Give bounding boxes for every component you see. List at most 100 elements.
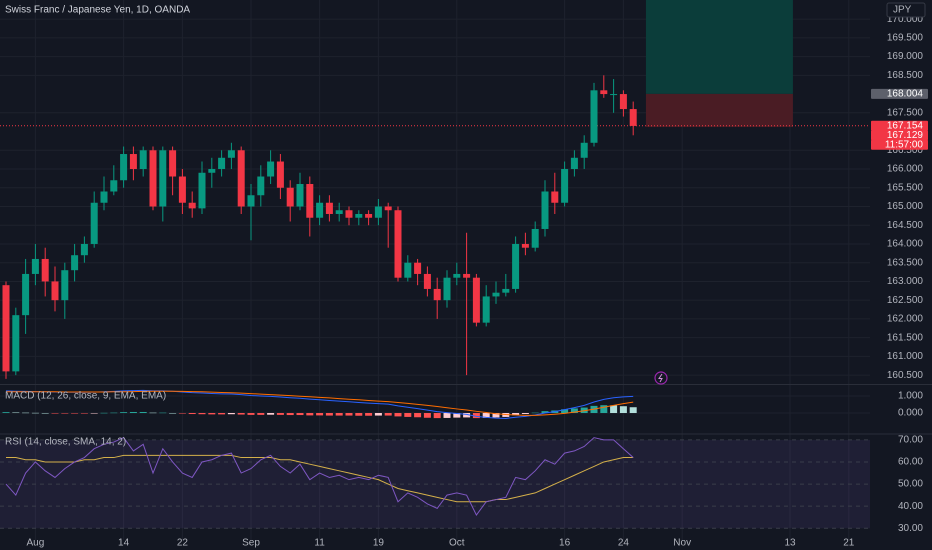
x-tick-label: Sep [242,538,260,549]
x-tick-label: 11 [314,538,325,549]
x-tick-label: Oct [449,538,465,549]
candle-body [286,187,294,207]
histogram-bar [355,413,363,416]
candle-body [110,180,118,192]
y-tick-label: 162.000 [887,314,924,325]
y-tick-label: 169.500 [887,32,924,43]
candle-body [198,172,206,209]
histogram-bar [570,408,578,414]
x-tick-label: 21 [843,538,855,549]
y-tick-label: 166.500 [887,145,924,156]
histogram-bar [257,413,265,415]
candle-body [296,184,304,207]
histogram-bar [512,413,520,416]
histogram-bar [276,413,284,415]
histogram-bar [31,412,39,414]
histogram-bar [463,413,471,418]
candle-body [463,273,471,278]
rsi-line [5,437,634,516]
candle-body [80,243,88,256]
candle-body [139,150,147,170]
countdown-box [871,139,928,150]
candle-body [414,262,422,274]
y-tick-label: 166.000 [887,164,924,175]
candle-body [365,213,373,218]
price-label-box [871,130,928,141]
candle-body [521,243,529,248]
currency-label: JPY [893,5,912,16]
x-tick-label: Aug [27,538,45,549]
candle-body [600,90,608,95]
histogram-bar [374,413,382,416]
candle-body [100,191,108,203]
histogram-bar [237,413,245,415]
histogram-bar [531,412,539,414]
y-tick-label: 50.00 [898,479,923,490]
histogram-bar [218,413,226,415]
macd [2,389,637,419]
x-tick-label: 19 [373,538,385,549]
histogram-bar [453,413,461,418]
candle-body [619,94,627,110]
position-loss [645,93,793,128]
candle-body [502,288,510,293]
candle-body [149,150,157,207]
ma-line [6,454,634,503]
chart-title: Swiss Franc / Japanese Yen, 1D, OANDA [5,5,190,16]
candle-body [31,258,39,274]
histogram-bar [110,412,118,414]
x-tick-label: 14 [118,538,130,549]
currency-button[interactable] [886,2,926,18]
histogram-bar [541,411,549,414]
histogram-bar [335,413,343,416]
y-tick-label: 168.500 [887,70,924,81]
histogram-bar [423,413,431,418]
y-tick-label: 40.00 [898,501,923,512]
candle-body [374,206,382,218]
y-tick-label: 165.000 [887,201,924,212]
candle-body [120,154,128,181]
histogram-bar [325,413,333,416]
candle-body [453,273,461,278]
histogram-bar [120,412,128,414]
candles [0,0,870,379]
histogram-bar [433,413,441,419]
histogram-bar [521,413,529,415]
y-tick-label: 165.500 [887,182,924,193]
candle-body [12,315,20,372]
candle-body [325,202,333,214]
event-icon [654,371,668,385]
histogram-bar [90,413,98,414]
y-tick-label: 70.00 [898,435,923,446]
candle-body [41,258,49,282]
histogram-bar [2,412,10,414]
x-tick-label: 13 [784,538,796,549]
candle-body [492,292,500,297]
candle-body [276,161,284,188]
candle-body [178,176,186,203]
x-tick-label: 22 [177,538,189,549]
price-label: 167.154 [887,120,924,131]
candle-body [580,142,588,158]
y-tick-label: 0.000 [898,408,923,419]
x-tick-label: 24 [618,538,630,549]
pane-title: RSI (14, close, SMA, 14, 2) [5,437,126,448]
candle-body [71,255,79,271]
candle-body [482,296,490,323]
y-tick-label: 167.500 [887,107,924,118]
candle-body [541,191,549,229]
histogram-bar [139,411,147,414]
price-label: 167.129 [887,130,924,141]
histogram-bar [629,407,637,414]
candle-body [247,195,255,207]
histogram-bar [443,413,451,418]
candle-body [306,184,314,218]
candle-body [316,202,324,218]
histogram-bar [80,413,88,414]
candle-body [218,157,226,170]
candle-body [610,94,618,96]
signal-line [6,390,634,416]
candle-body [629,109,637,126]
